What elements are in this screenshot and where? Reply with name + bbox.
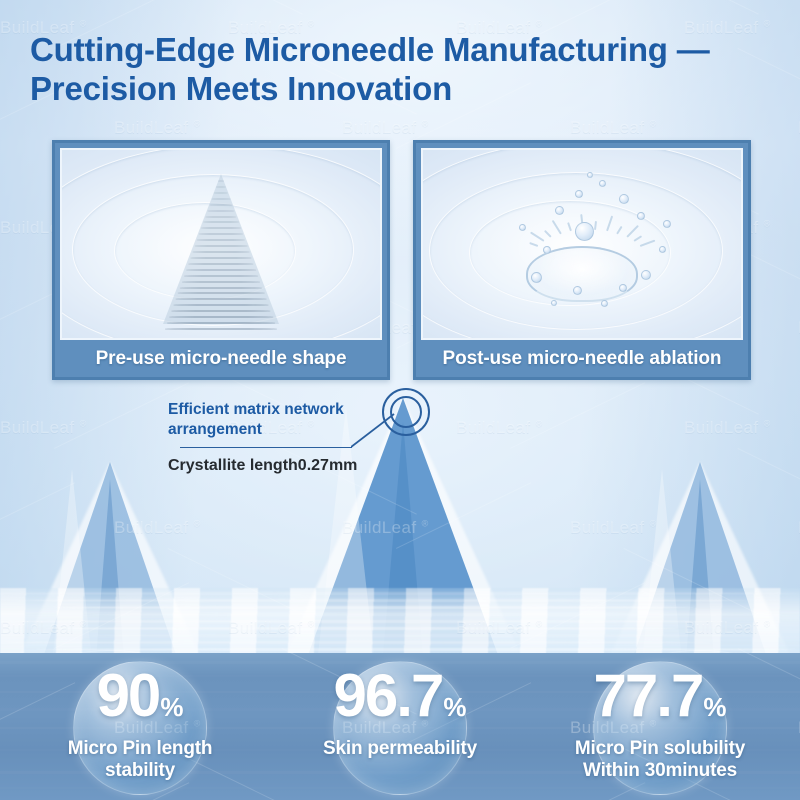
- water-surface-foam: [0, 588, 800, 654]
- panel-caption-pre-use: Pre-use micro-needle shape: [95, 347, 347, 369]
- title-line-1: Cutting-Edge Microneedle Manufacturing —: [30, 31, 710, 68]
- needle-tip-marker-icon: [382, 388, 430, 436]
- stat-value-3: 77.7%: [540, 655, 780, 742]
- annotation-secondary-label: Crystallite length0.27mm: [168, 457, 358, 474]
- annotation-primary-label: Efficient matrix network arrangement: [168, 401, 344, 438]
- stat-value-2: 96.7%: [280, 655, 520, 742]
- panel-caption-post-use: Post-use micro-needle ablation: [442, 347, 722, 369]
- stat-unit-2: %: [443, 692, 467, 722]
- page-title: Cutting-Edge Microneedle Manufacturing —…: [30, 30, 780, 108]
- water-sphere-icon: [73, 661, 207, 795]
- stat-value-1: 90%: [20, 655, 260, 742]
- stat-card-3: 77.7% Micro Pin solubility Within 30minu…: [540, 655, 780, 800]
- stat-number-3: 77.7: [593, 662, 705, 729]
- stat-unit-3: %: [703, 692, 727, 722]
- stat-card-1: 90% Micro Pin length stability: [20, 655, 260, 800]
- annotation-leader-line: [180, 447, 352, 448]
- microneedle-cone-photo: [60, 148, 382, 340]
- stat-number-2: 96.7: [333, 662, 445, 729]
- panel-post-use[interactable]: Post-use micro-needle ablation: [413, 140, 751, 380]
- stat-label-3: Micro Pin solubility Within 30minutes: [574, 738, 746, 781]
- title-line-2: Precision Meets Innovation: [30, 70, 453, 107]
- stat-label-2: Skin permeability: [323, 738, 477, 759]
- water-sphere-icon: [593, 661, 727, 795]
- water-splash-photo: [421, 148, 743, 340]
- panel-pre-use[interactable]: Pre-use micro-needle shape: [52, 140, 390, 380]
- stat-unit-1: %: [160, 692, 184, 722]
- stat-label-1: Micro Pin length stability: [67, 738, 213, 781]
- water-sphere-icon: [333, 661, 467, 795]
- stat-card-2: 96.7% Skin permeability: [280, 655, 520, 800]
- stat-number-1: 90: [96, 662, 162, 729]
